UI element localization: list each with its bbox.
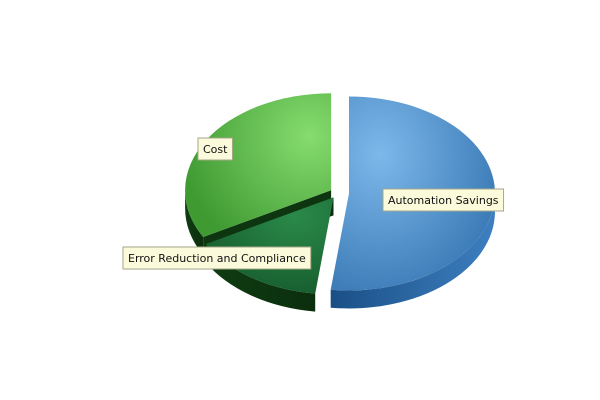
- slice-label-box: [122, 246, 312, 270]
- pie-slice-error-reduction-and-compliance: [205, 197, 334, 294]
- slice-label-text: Automation Savings: [388, 194, 499, 207]
- pie-slice-side-2: [185, 190, 204, 256]
- labels-group: Automation Savings Error Reduction and Co…: [122, 137, 505, 270]
- slice-label-box: [382, 188, 505, 212]
- slice-label-text: Error Reduction and Compliance: [128, 252, 306, 265]
- slice-label-text: Cost: [203, 143, 228, 156]
- pie-slice-side-0: [330, 193, 495, 309]
- slice-label-box: [197, 137, 233, 161]
- pie-slice-side-1: [205, 244, 316, 312]
- pie-slice-cost: [185, 93, 332, 238]
